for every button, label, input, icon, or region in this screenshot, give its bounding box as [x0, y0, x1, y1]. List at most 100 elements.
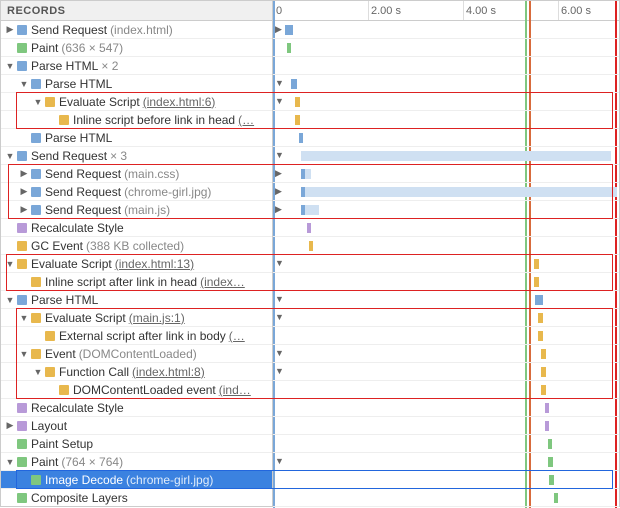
- disclosure-icon[interactable]: ▼: [33, 367, 43, 377]
- timing-bar[interactable]: [301, 169, 305, 179]
- timeline-disclosure-icon[interactable]: ▼: [275, 150, 284, 160]
- record-row[interactable]: ▼Evaluate Script(main.js:1): [1, 309, 272, 327]
- record-row[interactable]: ▼Send Request× 3: [1, 147, 272, 165]
- record-source-link[interactable]: (…: [229, 329, 245, 343]
- record-label: Paint: [31, 41, 58, 55]
- record-row[interactable]: ▶Send Request(main.css): [1, 165, 272, 183]
- timeline-disclosure-icon[interactable]: ▼: [275, 78, 284, 88]
- timeline-disclosure-icon[interactable]: ▼: [275, 312, 284, 322]
- record-row[interactable]: ▼Parse HTML: [1, 75, 272, 93]
- disclosure-icon[interactable]: ▼: [5, 151, 15, 161]
- record-row[interactable]: ▶Send Request(main.js): [1, 201, 272, 219]
- timing-bar[interactable]: [541, 349, 546, 359]
- record-row[interactable]: ▶Layout: [1, 417, 272, 435]
- record-row[interactable]: ▼Parse HTML: [1, 291, 272, 309]
- record-label: Send Request: [31, 149, 107, 163]
- record-source-link[interactable]: (index…: [200, 275, 245, 289]
- category-swatch: [31, 133, 41, 143]
- record-row[interactable]: ▼Event(DOMContentLoaded): [1, 345, 272, 363]
- timeline-disclosure-icon[interactable]: ▶: [275, 24, 282, 35]
- timing-bar[interactable]: [291, 79, 297, 89]
- record-source-link[interactable]: (…: [238, 113, 254, 127]
- timing-bar[interactable]: [295, 97, 300, 107]
- record-row[interactable]: External script after link in body(…: [1, 327, 272, 345]
- timing-bar[interactable]: [534, 259, 539, 269]
- disclosure-icon[interactable]: ▼: [19, 313, 29, 323]
- record-row[interactable]: Composite Layers: [1, 489, 272, 506]
- disclosure-icon[interactable]: ▶: [19, 204, 29, 215]
- disclosure-icon[interactable]: ▼: [5, 259, 15, 269]
- disclosure-icon[interactable]: ▼: [5, 457, 15, 467]
- record-row[interactable]: Parse HTML: [1, 129, 272, 147]
- timeline-disclosure-icon[interactable]: ▼: [275, 294, 284, 304]
- record-row[interactable]: ▼Evaluate Script(index.html:13): [1, 255, 272, 273]
- timing-bar[interactable]: [285, 25, 293, 35]
- record-source-link[interactable]: (index.html:8): [132, 365, 205, 379]
- category-swatch: [31, 313, 41, 323]
- disclosure-icon[interactable]: ▶: [5, 24, 15, 35]
- record-source-link[interactable]: (ind…: [219, 383, 251, 397]
- timing-bar[interactable]: [535, 295, 543, 305]
- timing-bar[interactable]: [301, 151, 611, 161]
- timing-bar[interactable]: [545, 421, 549, 431]
- category-swatch: [17, 223, 27, 233]
- timeline-disclosure-icon[interactable]: ▼: [275, 366, 284, 376]
- disclosure-icon[interactable]: ▶: [5, 420, 15, 431]
- record-row[interactable]: Recalculate Style: [1, 219, 272, 237]
- timing-bar[interactable]: [301, 205, 305, 215]
- timing-bar[interactable]: [299, 133, 303, 143]
- timing-bar[interactable]: [301, 187, 305, 197]
- timing-bar[interactable]: [309, 241, 313, 251]
- record-row[interactable]: GC Event(388 KB collected): [1, 237, 272, 255]
- record-row[interactable]: DOMContentLoaded event(ind…: [1, 381, 272, 399]
- record-label: Send Request: [45, 203, 121, 217]
- disclosure-icon[interactable]: ▼: [5, 295, 15, 305]
- record-row[interactable]: ▼Parse HTML× 2: [1, 57, 272, 75]
- record-row[interactable]: ▼Paint(764 × 764): [1, 453, 272, 471]
- record-row[interactable]: ▼Function Call(index.html:8): [1, 363, 272, 381]
- record-row[interactable]: Recalculate Style: [1, 399, 272, 417]
- timing-bar[interactable]: [554, 493, 558, 503]
- timing-bar[interactable]: [538, 313, 543, 323]
- timing-bar[interactable]: [534, 277, 539, 287]
- record-detail: (388 KB collected): [86, 239, 184, 253]
- record-row[interactable]: Paint(636 × 547): [1, 39, 272, 57]
- timing-bar[interactable]: [548, 457, 553, 467]
- disclosure-icon[interactable]: ▼: [19, 79, 29, 89]
- disclosure-icon[interactable]: ▼: [5, 61, 15, 71]
- record-row[interactable]: Inline script before link in head(…: [1, 111, 272, 129]
- disclosure-icon[interactable]: ▶: [19, 186, 29, 197]
- timing-bar[interactable]: [301, 187, 617, 197]
- timing-bar[interactable]: [541, 385, 546, 395]
- timing-bar[interactable]: [549, 475, 554, 485]
- category-swatch: [59, 115, 69, 125]
- record-source-link[interactable]: (index.html:6): [143, 95, 216, 109]
- disclosure-icon[interactable]: ▶: [19, 168, 29, 179]
- timeline-disclosure-icon[interactable]: ▼: [275, 258, 284, 268]
- timing-bar[interactable]: [545, 403, 549, 413]
- timeline-disclosure-icon[interactable]: ▼: [275, 96, 284, 106]
- timeline-disclosure-icon[interactable]: ▼: [275, 348, 284, 358]
- timeline-disclosure-icon[interactable]: ▶: [275, 186, 282, 197]
- category-swatch: [31, 277, 41, 287]
- record-row[interactable]: ▶Send Request(chrome-girl.jpg): [1, 183, 272, 201]
- disclosure-icon[interactable]: ▼: [19, 349, 29, 359]
- record-row[interactable]: ▶Send Request(index.html): [1, 21, 272, 39]
- timing-bar[interactable]: [538, 331, 543, 341]
- record-source-link[interactable]: (index.html:13): [115, 257, 194, 271]
- timing-bar[interactable]: [541, 367, 546, 377]
- timing-bar[interactable]: [307, 223, 311, 233]
- timing-bar[interactable]: [295, 115, 300, 125]
- timing-bar[interactable]: [548, 439, 552, 449]
- category-swatch: [31, 79, 41, 89]
- disclosure-icon[interactable]: ▼: [33, 97, 43, 107]
- timeline-disclosure-icon[interactable]: ▶: [275, 168, 282, 179]
- timeline-disclosure-icon[interactable]: ▶: [275, 204, 282, 215]
- timing-bar[interactable]: [287, 43, 291, 53]
- record-source-link[interactable]: (main.js:1): [129, 311, 185, 325]
- record-row[interactable]: ▼Evaluate Script(index.html:6): [1, 93, 272, 111]
- record-row[interactable]: Inline script after link in head(index…: [1, 273, 272, 291]
- record-row[interactable]: Paint Setup: [1, 435, 272, 453]
- timeline-disclosure-icon[interactable]: ▼: [275, 456, 284, 466]
- record-row[interactable]: Image Decode(chrome-girl.jpg): [1, 471, 272, 489]
